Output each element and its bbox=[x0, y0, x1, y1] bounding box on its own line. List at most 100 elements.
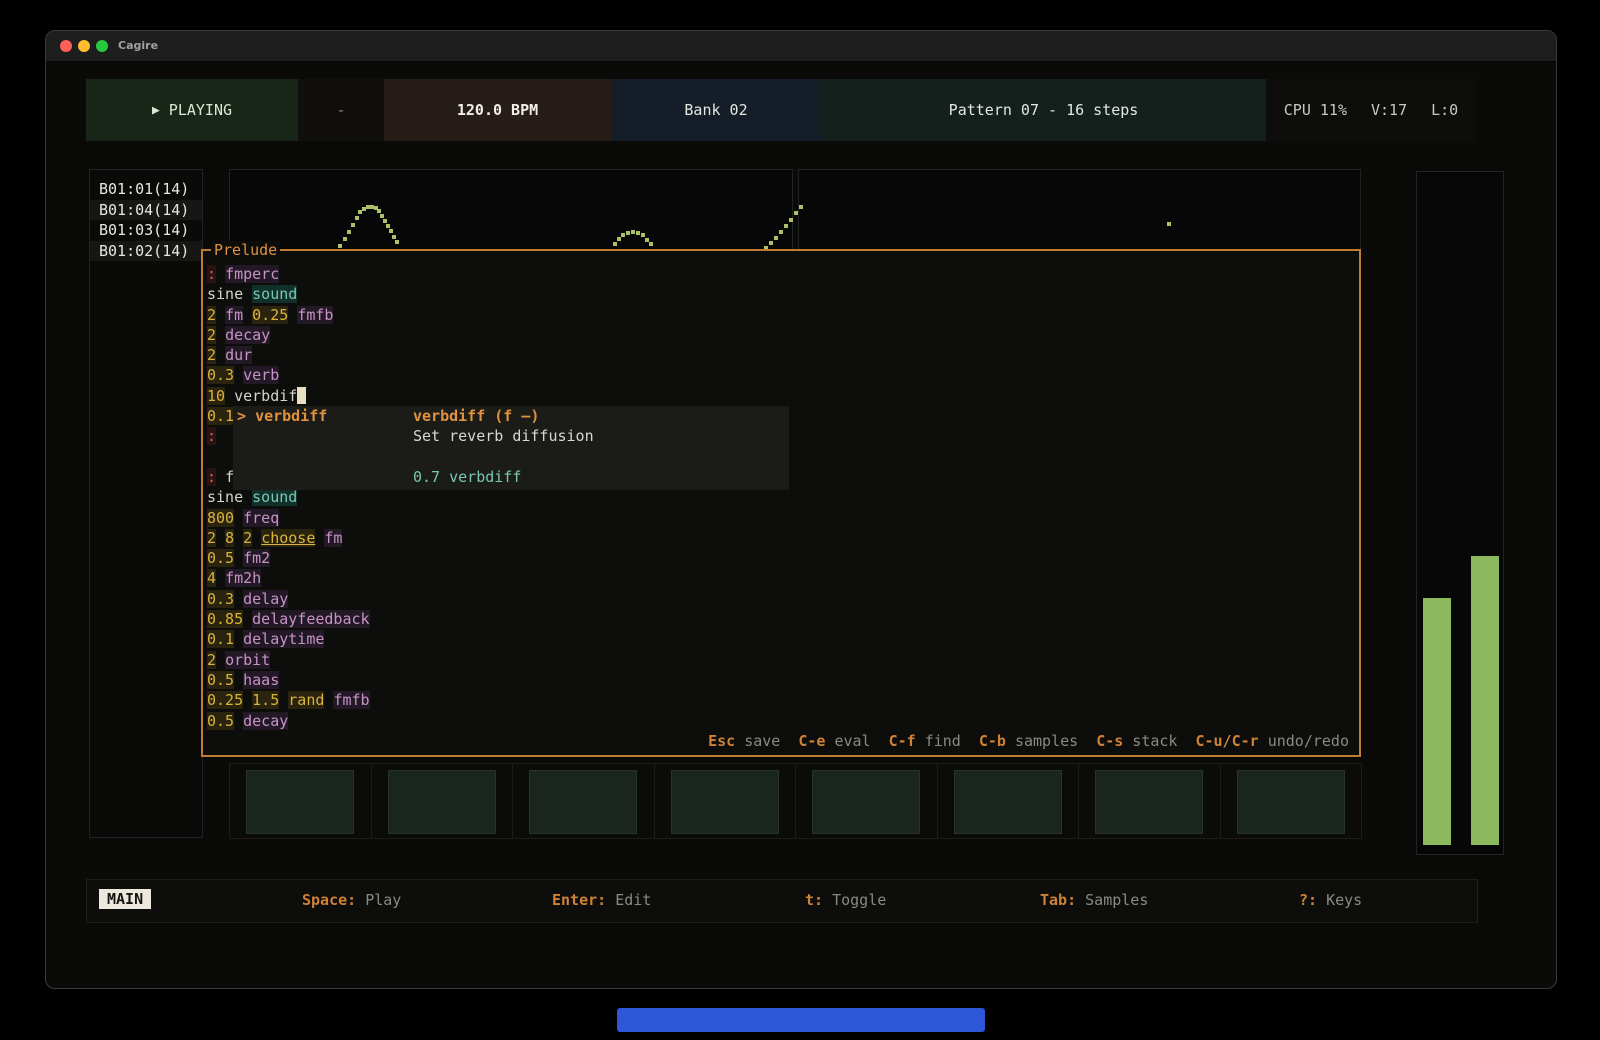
mode-badge: MAIN bbox=[99, 889, 152, 909]
key-hint: Space: Play bbox=[302, 891, 401, 909]
autocomplete-popup: > verbdiff verbdiff (f —) Set reverb dif… bbox=[233, 406, 789, 490]
code-token: 4 bbox=[207, 569, 217, 588]
code-token: verb bbox=[243, 366, 280, 385]
code-token: 0.5 bbox=[207, 549, 235, 568]
code-line: 0.3 delay bbox=[207, 589, 1355, 609]
hint-label: samples bbox=[1005, 732, 1079, 750]
pattern-display[interactable]: Pattern 07 - 16 steps bbox=[821, 79, 1266, 141]
code-token: 0.5 bbox=[207, 670, 235, 689]
close-window-button[interactable] bbox=[60, 40, 72, 52]
pattern-value: Pattern 07 - 16 steps bbox=[948, 101, 1139, 119]
pattern-list-item[interactable]: B01:01(14) bbox=[99, 180, 190, 198]
code-token: fmfb bbox=[297, 305, 334, 324]
bpm-display[interactable]: 120.0 BPM bbox=[384, 79, 611, 141]
code-line: 2 dur bbox=[207, 345, 1355, 365]
hint-label: Edit bbox=[606, 891, 652, 909]
code-token: sound bbox=[252, 488, 298, 507]
cpu-value: CPU 11% bbox=[1283, 101, 1347, 119]
key-hint: Tab: Samples bbox=[1040, 891, 1148, 909]
transport-bar: ▶ PLAYING - 120.0 BPM Bank 02 Pattern 07… bbox=[86, 79, 1476, 141]
transport-status-label: PLAYING bbox=[168, 101, 233, 119]
pattern-list-item[interactable]: B01:04(14) bbox=[90, 199, 202, 220]
code-token: 0.1 bbox=[207, 630, 235, 649]
play-icon: ▶ bbox=[151, 102, 160, 118]
code-token: 0.85 bbox=[207, 610, 244, 629]
code-token: decay bbox=[243, 711, 289, 730]
code-token: 800 bbox=[207, 508, 235, 527]
hint-key: Tab: bbox=[1040, 891, 1077, 909]
pattern-list-item[interactable]: B01:02(14) bbox=[90, 240, 202, 261]
sample-slot[interactable] bbox=[653, 763, 796, 839]
code-line: sine sound bbox=[207, 487, 1355, 507]
code-token: choose bbox=[261, 528, 316, 547]
status-bar: MAIN Space: Play Enter: Edit t: Toggle Tab:… bbox=[86, 879, 1478, 923]
hint-label: Samples bbox=[1076, 891, 1149, 909]
hint-label: Toggle bbox=[823, 891, 887, 909]
autocomplete-doc: verbdiff (f —) Set reverb diffusion 0.7 … bbox=[413, 406, 594, 487]
waveform-panel-1 bbox=[229, 169, 793, 261]
code-token: 0.3 bbox=[207, 366, 235, 385]
hint-key: C-u/C-r bbox=[1195, 732, 1259, 750]
hint-key: t: bbox=[805, 891, 824, 909]
code-token: sine bbox=[207, 285, 244, 304]
pattern-list: B01:01(14) B01:04(14) B01:03(14) B01:02(14) bbox=[90, 170, 202, 261]
sample-slot-pad bbox=[1236, 770, 1345, 834]
pattern-list-item[interactable]: B01:03(14) bbox=[99, 221, 190, 239]
code-line: : fmperc bbox=[207, 264, 1355, 284]
transport-status[interactable]: ▶ PLAYING bbox=[86, 79, 298, 141]
code-token: 0.25 bbox=[252, 305, 289, 324]
sample-slot[interactable] bbox=[1078, 763, 1221, 839]
hint-label: Play bbox=[356, 891, 402, 909]
sample-slot[interactable] bbox=[936, 763, 1079, 839]
key-hint: C-u/C-r undo/redo bbox=[1195, 732, 1349, 750]
sample-slot[interactable] bbox=[1219, 763, 1362, 839]
code-area[interactable]: : fmperc sine sound 2 fm 0.25 fmfb 2 decay 2… bbox=[207, 264, 1355, 731]
code-editor[interactable]: Prelude : fmperc sine sound 2 fm 0.25 fmfb… bbox=[201, 241, 1361, 757]
hint-label: stack bbox=[1123, 732, 1178, 750]
code-line: 2 8 2 choose fm bbox=[207, 528, 1355, 548]
code-token: 0.25 bbox=[207, 691, 244, 710]
sample-slot[interactable] bbox=[795, 763, 938, 839]
hint-label: eval bbox=[825, 732, 871, 750]
system-stats: CPU 11% V:17 L:0 bbox=[1266, 79, 1476, 141]
title-bar[interactable]: Cagire bbox=[46, 31, 1556, 62]
code-line: 0.3 verb bbox=[207, 365, 1355, 385]
zoom-window-button[interactable] bbox=[96, 40, 108, 52]
code-token: orbit bbox=[225, 650, 271, 669]
code-token: fmfb bbox=[333, 691, 370, 710]
voices-value: V:17 bbox=[1371, 101, 1408, 119]
code-token: 0.3 bbox=[207, 589, 235, 608]
sample-slot-pad bbox=[812, 770, 921, 834]
code-line: sine sound bbox=[207, 284, 1355, 304]
code-token: 1.5 bbox=[252, 691, 280, 710]
code-token: 2 bbox=[207, 650, 217, 669]
bank-display[interactable]: Bank 02 bbox=[611, 79, 821, 141]
key-hint: Enter: Edit bbox=[552, 891, 651, 909]
sample-slot-pad bbox=[953, 770, 1062, 834]
text-cursor bbox=[297, 386, 307, 404]
code-token: delay bbox=[243, 589, 289, 608]
code-line: 800 freq bbox=[207, 508, 1355, 528]
sample-slot[interactable] bbox=[512, 763, 655, 839]
level-meter-panel bbox=[1416, 171, 1504, 855]
code-token: haas bbox=[243, 670, 280, 689]
latency-value: L:0 bbox=[1431, 101, 1459, 119]
code-token: f bbox=[225, 467, 235, 486]
autocomplete-candidate[interactable]: > verbdiff bbox=[237, 406, 327, 426]
code-line: : bbox=[207, 426, 1355, 446]
code-line: 0.25 1.5 rand fmfb bbox=[207, 690, 1355, 710]
window-title: Cagire bbox=[118, 39, 159, 52]
sample-slot-pad bbox=[246, 770, 355, 834]
doc-signature: verbdiff (f —) bbox=[413, 407, 540, 425]
hint-key: C-b bbox=[978, 732, 1006, 750]
minimize-window-button[interactable] bbox=[78, 40, 90, 52]
code-line: 2 decay bbox=[207, 325, 1355, 345]
code-token: verbdif bbox=[234, 386, 298, 405]
sample-slot[interactable] bbox=[370, 763, 513, 839]
key-hint: C-b samples bbox=[979, 732, 1078, 750]
code-line: 0.85 delayfeedback bbox=[207, 609, 1355, 629]
key-hint: C-e eval bbox=[798, 732, 870, 750]
sample-slot[interactable] bbox=[229, 763, 372, 839]
code-line: 4 fm2h bbox=[207, 568, 1355, 588]
